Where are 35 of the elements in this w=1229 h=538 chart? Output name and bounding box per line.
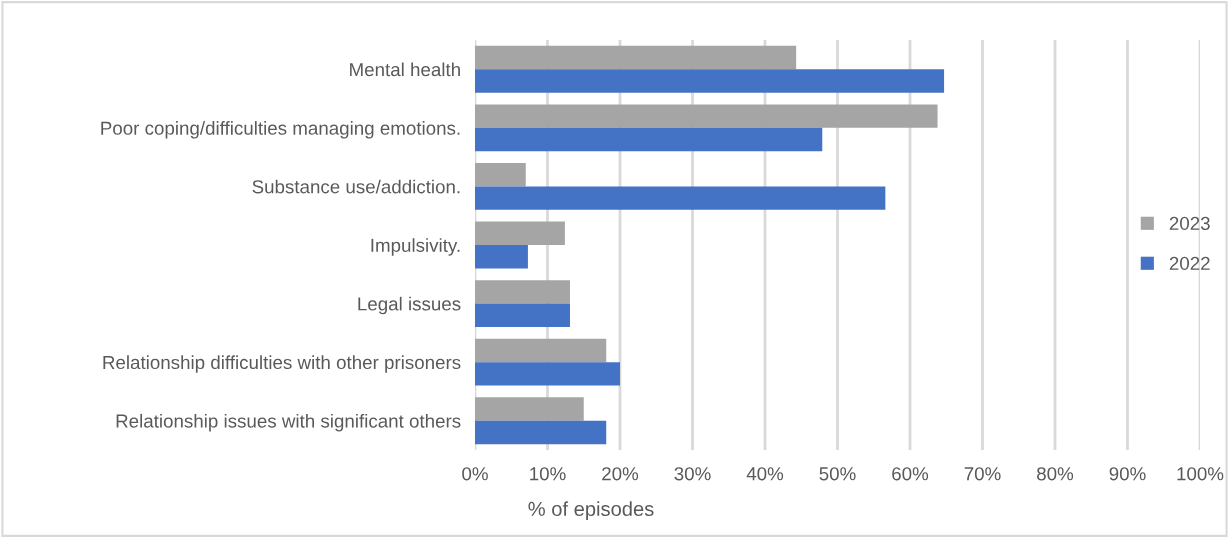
bar bbox=[475, 280, 570, 304]
bar bbox=[475, 45, 797, 70]
x-tick-label: 50% bbox=[819, 467, 856, 481]
bar bbox=[475, 338, 607, 363]
y-tick-label: Substance use/addiction. bbox=[252, 179, 460, 194]
bar bbox=[475, 397, 584, 421]
y-tick-label: Relationship issues with significant others bbox=[116, 413, 461, 432]
x-tick-label: 40% bbox=[746, 467, 784, 481]
bar bbox=[475, 104, 938, 128]
bar bbox=[475, 69, 945, 93]
bar bbox=[475, 362, 620, 386]
y-tick-label: Impulsivity. bbox=[371, 238, 460, 256]
bar bbox=[475, 420, 607, 445]
legend-label: 2022 bbox=[1169, 256, 1210, 271]
bar bbox=[475, 127, 823, 152]
bar bbox=[475, 163, 526, 187]
x-tick-label: 10% bbox=[530, 467, 566, 481]
bar bbox=[475, 186, 886, 210]
y-tick-label: Mental health bbox=[350, 62, 460, 77]
y-tick-label: Legal issues bbox=[358, 296, 461, 315]
x-axis-title: % of episodes bbox=[528, 501, 654, 521]
bar bbox=[475, 221, 565, 245]
bar bbox=[475, 245, 528, 269]
x-tick-label: 20% bbox=[602, 467, 639, 481]
x-tick-label: 80% bbox=[1037, 467, 1074, 481]
legend-label: 2023 bbox=[1169, 216, 1210, 231]
bar bbox=[475, 303, 570, 327]
x-tick-label: 30% bbox=[674, 467, 711, 481]
y-tick-label: Relationship difficulties with other prisoners bbox=[103, 355, 461, 373]
x-tick-label: 60% bbox=[892, 467, 929, 481]
x-tick-label: 90% bbox=[1109, 467, 1146, 481]
x-tick-label: 70% bbox=[964, 467, 1001, 481]
x-tick-label: 100% bbox=[1177, 467, 1224, 481]
x-tick-label: 0% bbox=[462, 467, 488, 481]
y-tick-label: Poor coping/difficulties managing emotions. bbox=[101, 121, 460, 139]
